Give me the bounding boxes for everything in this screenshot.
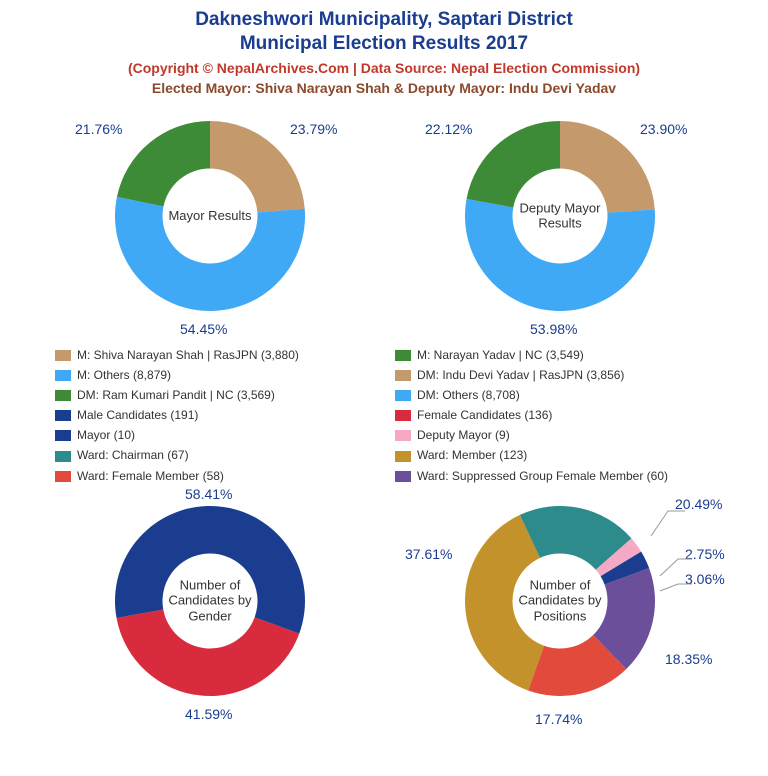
legend-swatch — [55, 370, 71, 381]
legend-swatch — [395, 471, 411, 482]
legend-text: M: Narayan Yadav | NC (3,549) — [417, 346, 584, 365]
legend-item: DM: Others (8,708) — [395, 386, 735, 405]
legend-text: Ward: Chairman (67) — [77, 446, 189, 465]
legend-text: Ward: Female Member (58) — [77, 467, 224, 486]
chart-mayor: Mayor Results — [110, 116, 310, 316]
legend-item: DM: Indu Devi Yadav | RasJPN (3,856) — [395, 366, 735, 385]
legend-swatch — [395, 451, 411, 462]
legend-text: Deputy Mayor (9) — [417, 426, 510, 445]
legend-text: Ward: Member (123) — [417, 446, 527, 465]
legend-item: M: Shiva Narayan Shah | RasJPN (3,880) — [55, 346, 385, 365]
legend-text: Male Candidates (191) — [77, 406, 198, 425]
legend-left: M: Shiva Narayan Shah | RasJPN (3,880)M:… — [55, 346, 385, 487]
donut-slice — [117, 121, 210, 206]
deputy-pct-1: 23.90% — [640, 121, 687, 137]
legend-text: M: Shiva Narayan Shah | RasJPN (3,880) — [77, 346, 299, 365]
deputy-pct-2: 53.98% — [530, 321, 577, 337]
legend-item: M: Others (8,879) — [55, 366, 385, 385]
legend-swatch — [395, 430, 411, 441]
legend-swatch — [395, 410, 411, 421]
legend-item: Ward: Member (123) — [395, 446, 735, 465]
chart-gender-label: Number of Candidates by Gender — [165, 577, 255, 624]
legend-swatch — [55, 430, 71, 441]
legend-swatch — [395, 370, 411, 381]
mayor-pct-3: 21.76% — [75, 121, 122, 137]
legend-text: DM: Ram Kumari Pandit | NC (3,569) — [77, 386, 275, 405]
legend-swatch — [55, 410, 71, 421]
leader-lines — [460, 491, 740, 721]
page-title: Dakneshwori Municipality, Saptari Distri… — [0, 8, 768, 56]
chart-gender: Number of Candidates by Gender — [110, 501, 310, 701]
subtitle-elected: Elected Mayor: Shiva Narayan Shah & Depu… — [0, 80, 768, 96]
legend-right: M: Narayan Yadav | NC (3,549)DM: Indu De… — [395, 346, 735, 487]
gender-pct-1: 41.59% — [185, 706, 232, 722]
title-line-1: Dakneshwori Municipality, Saptari Distri… — [195, 9, 573, 30]
legend-item: Mayor (10) — [55, 426, 385, 445]
legend-text: DM: Others (8,708) — [417, 386, 520, 405]
legend-swatch — [55, 390, 71, 401]
chart-mayor-label: Mayor Results — [165, 208, 255, 224]
legend-item: Ward: Suppressed Group Female Member (60… — [395, 467, 735, 486]
gender-pct-2: 58.41% — [185, 486, 232, 502]
title-line-2: Municipal Election Results 2017 — [240, 33, 528, 54]
legend-item: Deputy Mayor (9) — [395, 426, 735, 445]
legend-item: DM: Ram Kumari Pandit | NC (3,569) — [55, 386, 385, 405]
mayor-pct-2: 54.45% — [180, 321, 227, 337]
chart-deputy: Deputy Mayor Results — [460, 116, 660, 316]
legend-item: Ward: Female Member (58) — [55, 467, 385, 486]
legend-swatch — [395, 390, 411, 401]
legend-text: DM: Indu Devi Yadav | RasJPN (3,856) — [417, 366, 624, 385]
legend-item: M: Narayan Yadav | NC (3,549) — [395, 346, 735, 365]
legend-text: M: Others (8,879) — [77, 366, 171, 385]
legend-text: Female Candidates (136) — [417, 406, 552, 425]
legend-text: Ward: Suppressed Group Female Member (60… — [417, 467, 668, 486]
legend-item: Male Candidates (191) — [55, 406, 385, 425]
mayor-pct-1: 23.79% — [290, 121, 337, 137]
legend-swatch — [395, 350, 411, 361]
legend-text: Mayor (10) — [77, 426, 135, 445]
legend-swatch — [55, 471, 71, 482]
legend-item: Female Candidates (136) — [395, 406, 735, 425]
donut-slice — [467, 120, 560, 206]
subtitle-copyright: (Copyright © NepalArchives.Com | Data So… — [0, 60, 768, 76]
legend-swatch — [55, 350, 71, 361]
chart-deputy-label: Deputy Mayor Results — [515, 200, 605, 231]
legend-item: Ward: Chairman (67) — [55, 446, 385, 465]
deputy-pct-3: 22.12% — [425, 121, 472, 137]
legend-swatch — [55, 451, 71, 462]
pos-pct-6: 37.61% — [405, 546, 452, 562]
